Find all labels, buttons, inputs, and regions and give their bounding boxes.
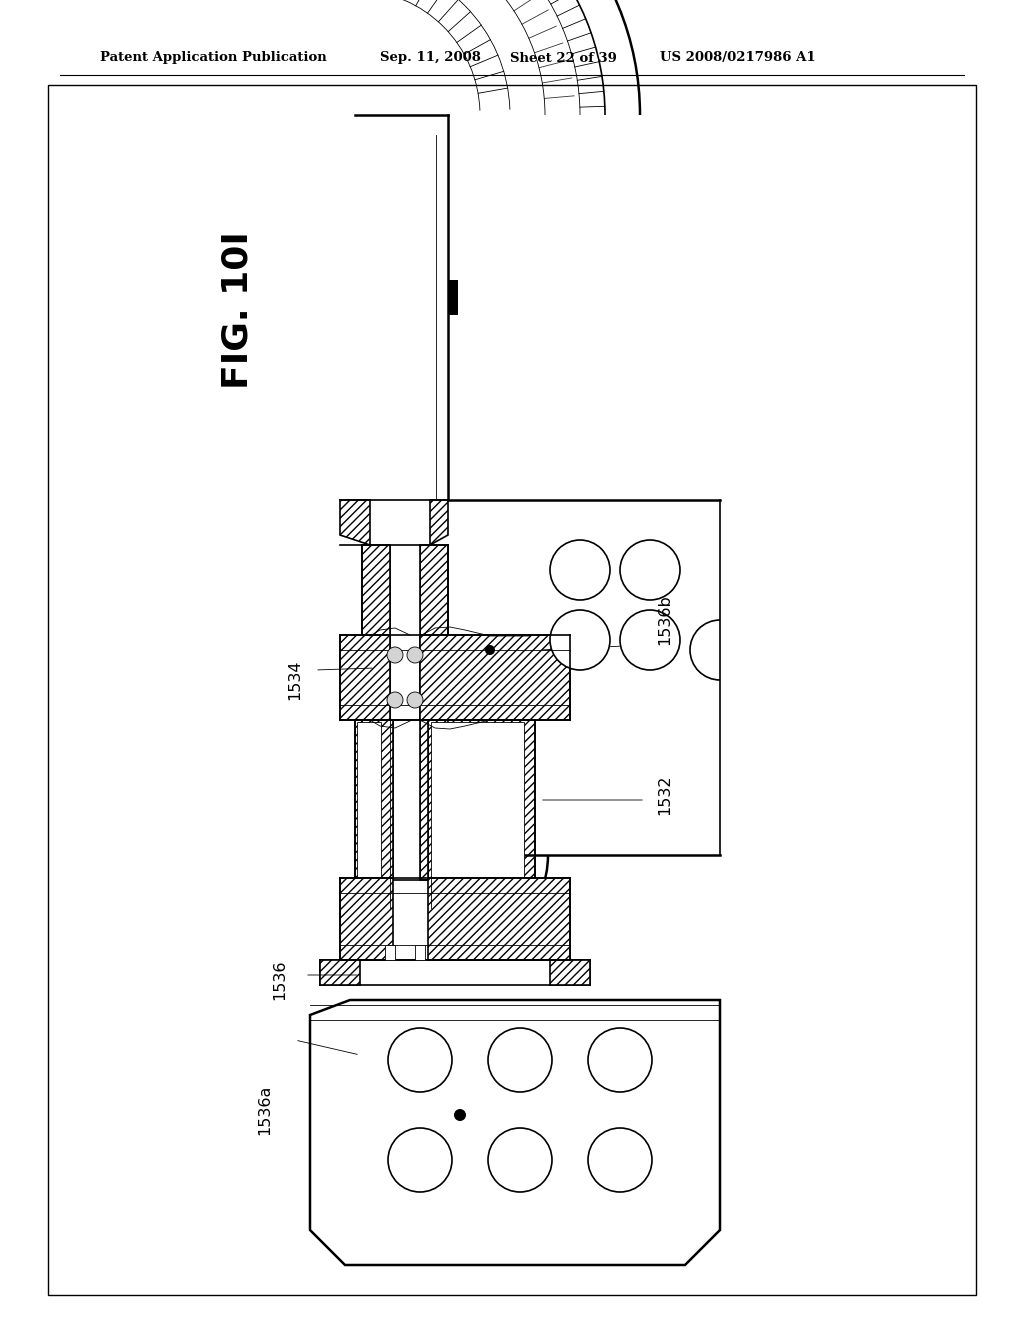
Bar [420, 635, 570, 719]
Polygon shape [310, 1001, 720, 1265]
Circle shape [407, 692, 423, 708]
Text: 1532: 1532 [657, 775, 673, 816]
Bar [385, 945, 395, 960]
Circle shape [550, 610, 610, 671]
Bar [550, 960, 590, 985]
Bar [319, 960, 360, 985]
Bar [420, 545, 449, 880]
Text: 1536b: 1536b [657, 594, 673, 645]
Bar [340, 635, 390, 719]
Circle shape [488, 1028, 552, 1092]
Circle shape [620, 610, 680, 671]
Text: Patent Application Publication: Patent Application Publication [100, 51, 327, 65]
Bar [340, 878, 393, 960]
Bar [357, 722, 381, 878]
Polygon shape [340, 500, 370, 545]
Text: 1534: 1534 [288, 660, 302, 700]
Bar [415, 945, 425, 960]
Text: Sheet 22 of 39: Sheet 22 of 39 [510, 51, 616, 65]
Circle shape [388, 1028, 452, 1092]
Circle shape [485, 645, 495, 655]
Bar [362, 545, 390, 880]
Circle shape [387, 692, 403, 708]
Circle shape [550, 540, 610, 601]
Bar [428, 878, 570, 960]
Text: Sep. 11, 2008: Sep. 11, 2008 [380, 51, 481, 65]
Text: US 2008/0217986 A1: US 2008/0217986 A1 [660, 51, 816, 65]
Bar [355, 719, 393, 880]
Circle shape [620, 540, 680, 601]
Circle shape [588, 1129, 652, 1192]
Circle shape [588, 1028, 652, 1092]
Circle shape [387, 647, 403, 663]
Circle shape [407, 647, 423, 663]
Circle shape [454, 1109, 466, 1121]
Bar [449, 280, 458, 315]
Text: FIG. 10I: FIG. 10I [221, 231, 255, 389]
Text: 1536: 1536 [272, 960, 288, 1001]
Polygon shape [430, 500, 449, 545]
Bar [428, 719, 535, 880]
Circle shape [488, 1129, 552, 1192]
Circle shape [388, 1129, 452, 1192]
Bar [431, 722, 524, 878]
Text: 1536a: 1536a [257, 1085, 272, 1135]
